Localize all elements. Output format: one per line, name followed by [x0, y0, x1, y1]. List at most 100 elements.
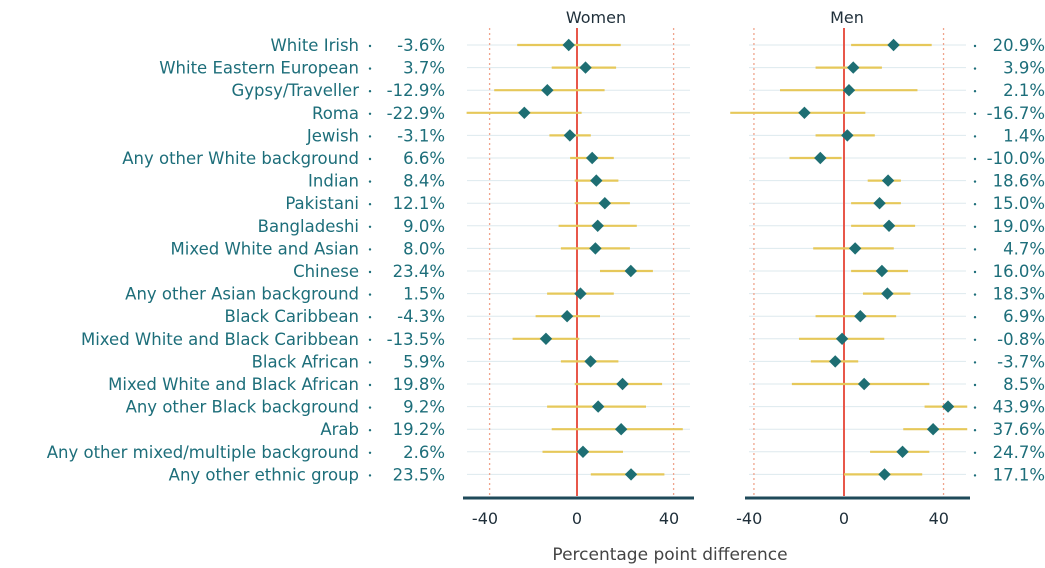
value-label: 2.6%	[403, 443, 445, 462]
estimate-marker	[616, 377, 629, 391]
value-label: 23.5%	[393, 465, 445, 484]
label-tick-dot	[368, 203, 372, 206]
category-label: Pakistani	[285, 194, 359, 213]
value-label: 18.3%	[993, 285, 1045, 304]
label-tick-dot	[368, 361, 372, 364]
category-label: White Eastern European	[159, 59, 359, 78]
label-tick-dot	[973, 429, 977, 432]
category-label: Any other Black background	[126, 398, 359, 417]
value-label: 1.5%	[403, 285, 445, 304]
category-label: Roma	[312, 104, 359, 123]
label-tick-dot	[368, 225, 372, 228]
estimate-marker	[589, 242, 602, 255]
x-tick-label: -40	[472, 509, 498, 528]
estimate-marker	[854, 310, 867, 323]
category-label: Black Caribbean	[224, 307, 359, 326]
value-label: 19.2%	[393, 420, 445, 439]
label-tick-dot	[973, 316, 977, 319]
value-label: 5.9%	[403, 352, 445, 371]
value-label: 9.0%	[403, 217, 445, 236]
label-tick-dot	[973, 406, 977, 409]
estimate-marker	[591, 219, 604, 232]
x-tick-label: 40	[659, 509, 679, 528]
label-tick-dot	[973, 203, 977, 206]
label-tick-dot	[973, 293, 977, 296]
category-label: White Irish	[270, 36, 359, 55]
label-tick-dot	[973, 135, 977, 138]
label-tick-dot	[368, 44, 372, 48]
estimate-marker	[875, 264, 889, 278]
category-label: Any other ethnic group	[169, 465, 359, 484]
estimate-marker	[539, 332, 553, 345]
category-label: Black African	[252, 352, 359, 371]
label-tick-dot	[973, 157, 977, 161]
estimate-marker	[624, 264, 638, 278]
label-tick-dot	[973, 361, 977, 364]
label-tick-dot	[368, 67, 372, 70]
estimate-marker	[941, 400, 955, 413]
label-tick-dot	[973, 225, 977, 228]
value-label: 19.0%	[993, 217, 1045, 236]
estimate-marker	[829, 355, 842, 368]
value-label: 12.1%	[393, 194, 445, 213]
label-tick-dot	[973, 270, 977, 274]
estimate-marker	[814, 151, 827, 165]
estimate-marker	[798, 106, 811, 119]
label-tick-dot	[973, 44, 977, 48]
estimate-marker	[614, 423, 628, 436]
category-label: Any other mixed/multiple background	[47, 443, 359, 462]
estimate-marker	[847, 61, 860, 74]
label-tick-dot	[368, 248, 372, 251]
value-label: 6.9%	[1003, 307, 1045, 326]
value-label: 9.2%	[403, 398, 445, 417]
estimate-marker	[878, 468, 891, 481]
value-label: 8.0%	[403, 239, 445, 258]
value-label: 3.7%	[403, 59, 445, 78]
value-label: 20.9%	[993, 36, 1045, 55]
label-tick-dot	[973, 112, 977, 116]
category-label: Any other Asian background	[125, 285, 359, 304]
estimate-marker	[598, 197, 612, 210]
label-tick-dot	[368, 270, 372, 274]
category-label: Any other White background	[122, 149, 359, 168]
estimate-marker	[873, 197, 886, 210]
category-label: Indian	[308, 172, 359, 191]
estimate-marker	[584, 355, 597, 368]
value-label: -13.5%	[387, 330, 445, 349]
value-label: 19.8%	[393, 375, 445, 394]
value-label: -4.3%	[397, 307, 445, 326]
label-tick-dot	[368, 406, 372, 409]
x-axis-title: Percentage point difference	[552, 545, 787, 565]
label-tick-dot	[368, 338, 372, 341]
estimate-marker	[926, 423, 940, 436]
label-tick-dot	[368, 383, 372, 387]
label-tick-dot	[368, 429, 372, 432]
estimate-marker	[562, 38, 575, 52]
label-tick-dot	[973, 338, 977, 341]
panel-title: Men	[830, 8, 864, 27]
category-label: Mixed White and Black African	[108, 375, 359, 394]
x-tick-label: 40	[929, 509, 949, 528]
value-label: 6.6%	[403, 149, 445, 168]
category-label: Chinese	[293, 262, 359, 281]
estimate-marker	[590, 174, 603, 187]
value-label: 37.6%	[993, 420, 1045, 439]
value-label: 24.7%	[993, 443, 1045, 462]
estimate-marker	[560, 310, 574, 323]
value-label: -12.9%	[387, 81, 445, 100]
label-tick-dot	[973, 451, 977, 454]
category-label: Arab	[320, 420, 359, 439]
label-tick-dot	[368, 451, 372, 454]
estimate-marker	[574, 287, 587, 300]
estimate-marker	[585, 151, 599, 165]
category-label: Bangladeshi	[258, 217, 359, 236]
label-tick-dot	[973, 474, 977, 477]
estimate-marker	[579, 61, 592, 74]
value-label: 17.1%	[993, 465, 1045, 484]
estimate-marker	[881, 174, 895, 187]
label-tick-dot	[973, 383, 977, 387]
estimate-marker	[541, 84, 554, 97]
label-tick-dot	[368, 112, 372, 116]
value-label: 43.9%	[993, 398, 1045, 417]
label-tick-dot	[368, 180, 372, 183]
